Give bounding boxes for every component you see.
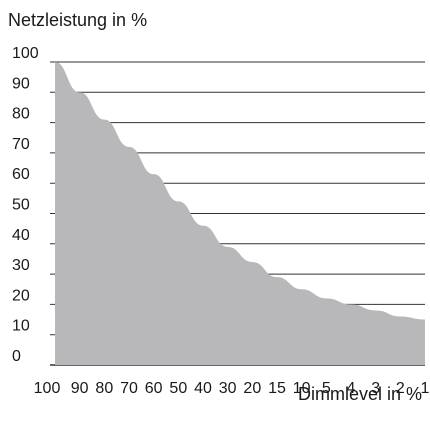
y-tick-label: 30 [12, 257, 30, 274]
x-tick-label: 3 [371, 380, 380, 397]
y-tick-label: 50 [12, 197, 30, 214]
y-tick-label: 60 [12, 166, 30, 183]
x-tick-label: 4 [347, 380, 356, 397]
x-tick-labels: 100 90 80 70 60 50 40 30 20 15 10 5 4 3 2 1 [34, 380, 430, 397]
y-tick-label: 10 [12, 318, 30, 335]
x-tick-label: 2 [396, 380, 405, 397]
x-axis-title: Dimmlevel in % [297, 384, 422, 404]
x-tick-label: 15 [268, 380, 286, 397]
y-tick-label: 70 [12, 136, 30, 153]
x-tick-label: 5 [322, 380, 331, 397]
x-tick-label: 50 [169, 380, 187, 397]
x-tick-label: 100 [34, 380, 61, 397]
x-tick-label: 90 [71, 380, 89, 397]
x-tick-label: 40 [194, 380, 212, 397]
y-tick-label: 40 [12, 227, 30, 244]
x-tick-label: 10 [293, 380, 311, 397]
y-tick-label: 100 [12, 45, 39, 62]
y-axis-title: Netzleistung in % [8, 10, 148, 30]
series-area [55, 62, 425, 365]
y-tick-label: 90 [12, 75, 30, 92]
area-layer [55, 62, 425, 365]
y-tick-label: 80 [12, 106, 30, 123]
x-tick-label: 60 [145, 380, 163, 397]
x-tick-label: 30 [219, 380, 237, 397]
y-tick-label: 0 [12, 348, 21, 365]
x-tick-label: 20 [243, 380, 261, 397]
x-tick-label: 70 [120, 380, 138, 397]
y-tick-label: 20 [12, 287, 30, 304]
x-tick-label: 80 [95, 380, 113, 397]
x-tick-label: 1 [421, 380, 430, 397]
